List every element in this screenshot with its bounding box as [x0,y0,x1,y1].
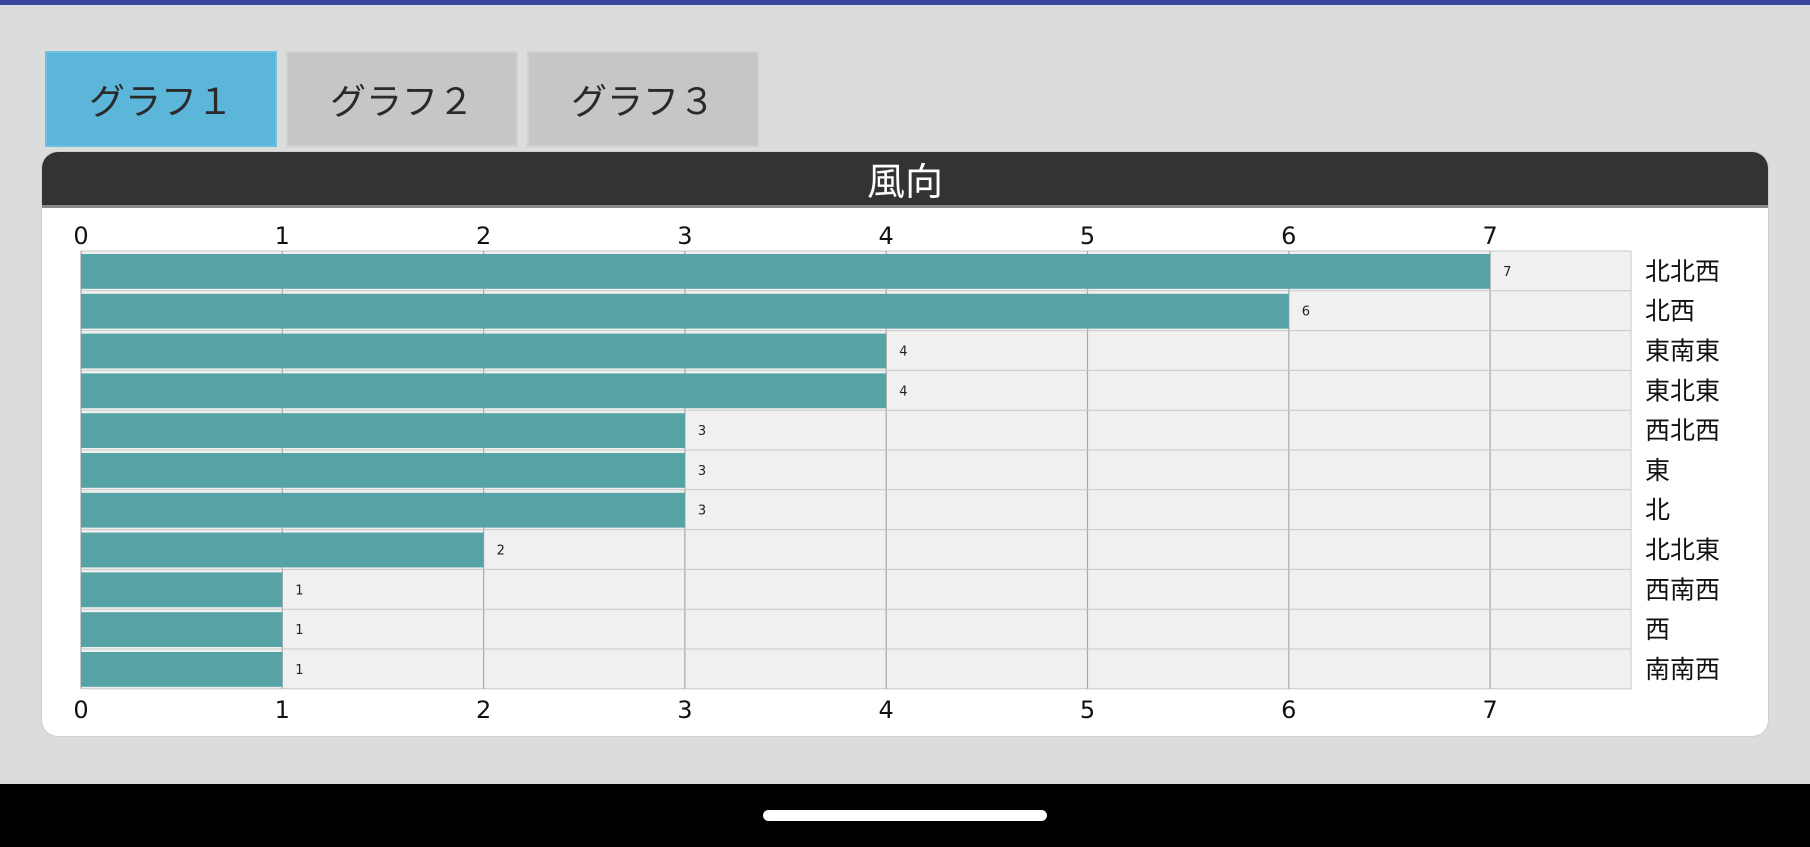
bar [81,652,283,687]
bar [81,373,887,409]
category-label: 東南東 [1645,337,1720,366]
category-label: 北北東 [1645,536,1720,565]
category-label: 北 [1645,496,1670,525]
bar [81,293,1289,329]
x-tick-label-bottom: 0 [73,696,88,724]
category-label: 東北東 [1645,376,1720,405]
x-tick-label-bottom: 5 [1080,696,1095,724]
chart-title: 風向 [42,152,1768,208]
x-tick-label-bottom: 2 [476,696,491,724]
bar [81,612,283,647]
tab-graph-2[interactable]: グラフ２ [286,51,518,147]
bar [81,413,685,448]
data-label: 4 [899,384,907,399]
category-label: 東 [1645,456,1670,485]
data-label: 3 [698,504,706,519]
graph-tabs: グラフ１ グラフ２ グラフ３ [45,51,759,147]
category-label: 南南西 [1645,655,1720,684]
bar [81,333,887,369]
category-label: 西南西 [1645,575,1720,604]
x-tick-label-top: 0 [73,222,88,250]
bar [81,492,685,528]
tab-graph-3[interactable]: グラフ３ [527,51,759,147]
x-tick-label-bottom: 7 [1482,696,1497,724]
x-tick-label-bottom: 4 [879,696,894,724]
data-label: 3 [698,424,706,439]
bar [81,532,484,568]
x-tick-label-top: 7 [1482,222,1497,250]
category-label: 西北西 [1645,416,1720,445]
x-tick-label-bottom: 3 [677,696,692,724]
chart-panel: 風向 0 0 1 1 2 2 3 3 4 4 5 5 6 6 7 7 7 北北西 6 北西 4 東南東 4 東北東 3 西北西 3 東… [42,152,1768,736]
data-label: 7 [1503,265,1511,280]
data-label: 1 [295,663,303,678]
top-accent-bar [0,0,1810,5]
tab-graph-1[interactable]: グラフ１ [45,51,277,147]
data-label: 3 [698,464,706,479]
data-label: 2 [497,544,505,559]
bar [81,453,685,488]
x-tick-label-top: 3 [677,222,692,250]
x-tick-label-bottom: 1 [275,696,290,724]
bar [81,572,283,608]
x-tick-label-bottom: 6 [1281,696,1296,724]
x-tick-label-top: 6 [1281,222,1296,250]
data-label: 1 [295,623,303,638]
system-navigation-bar [0,784,1810,847]
data-label: 1 [295,583,303,598]
x-tick-label-top: 4 [879,222,894,250]
home-indicator[interactable] [763,810,1047,821]
data-label: 6 [1302,305,1310,320]
x-tick-label-top: 2 [476,222,491,250]
category-label: 北西 [1645,297,1695,326]
category-label: 西 [1645,615,1670,644]
category-label: 北北西 [1645,257,1720,286]
x-tick-label-top: 5 [1080,222,1095,250]
bar [81,254,1491,289]
x-tick-label-top: 1 [275,222,290,250]
data-label: 4 [899,345,907,360]
